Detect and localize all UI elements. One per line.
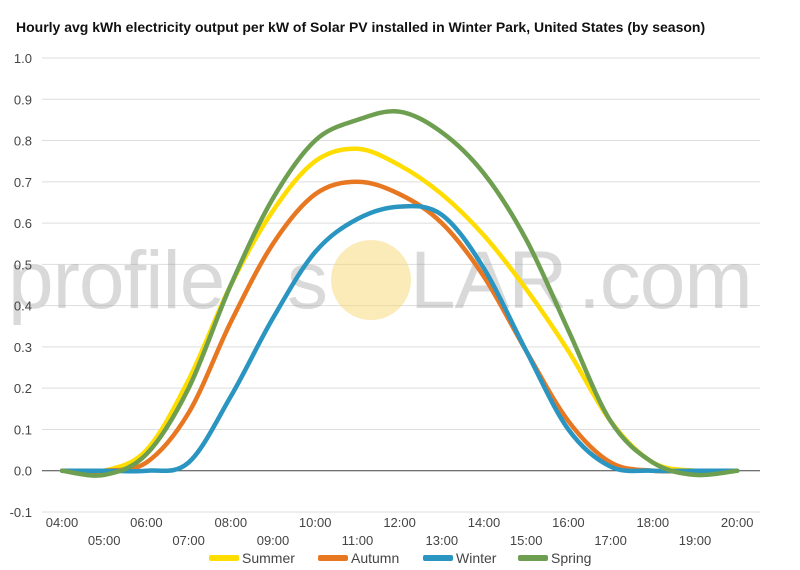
x-tick-label: 07:00 xyxy=(172,533,205,548)
chart-title: Hourly avg kWh electricity output per kW… xyxy=(16,19,706,35)
x-tick-label: 14:00 xyxy=(468,515,501,530)
x-axis-tick-labels: 04:00 05:00 06:00 07:00 08:00 09:00 10:00 11:00… xyxy=(46,515,754,548)
y-tick-label: 0.6 xyxy=(14,216,32,231)
x-tick-label: 10:00 xyxy=(299,515,332,530)
legend-swatch-winter xyxy=(423,555,453,561)
grid-lines xyxy=(42,57,760,513)
x-tick-label: 04:00 xyxy=(46,515,79,530)
legend-swatch-autumn xyxy=(318,555,348,561)
legend-label-summer: Summer xyxy=(242,550,295,566)
profilesolar-watermark: profile s LAR .com xyxy=(8,235,753,326)
series-line-autumn xyxy=(59,179,740,474)
y-axis-tick-labels: -0.1 0.0 0.1 0.2 0.3 0.4 0.5 0.6 0.7 0.8 0.9 1.0 xyxy=(10,51,32,520)
watermark-text-suffix: .com xyxy=(578,235,752,326)
y-tick-label: -0.1 xyxy=(10,505,32,520)
y-tick-label: 0.9 xyxy=(14,92,32,107)
y-tick-label: 0.3 xyxy=(14,340,32,355)
legend-label-spring: Spring xyxy=(551,550,591,566)
x-tick-label: 06:00 xyxy=(130,515,163,530)
x-tick-label: 11:00 xyxy=(342,533,374,548)
x-tick-label: 17:00 xyxy=(594,533,627,548)
series-lines xyxy=(59,109,740,478)
legend-swatch-summer xyxy=(209,555,239,561)
y-tick-label: 1.0 xyxy=(14,51,32,66)
legend: Summer Autumn Winter Spring xyxy=(209,550,591,566)
y-tick-label: 0.5 xyxy=(14,257,32,272)
watermark-sun-icon xyxy=(331,240,411,320)
x-tick-label: 09:00 xyxy=(257,533,290,548)
y-tick-label: 0.4 xyxy=(14,299,32,314)
legend-label-winter: Winter xyxy=(456,550,497,566)
x-tick-label: 08:00 xyxy=(215,515,248,530)
x-tick-label: 19:00 xyxy=(679,533,712,548)
legend-label-autumn: Autumn xyxy=(351,550,399,566)
x-tick-label: 18:00 xyxy=(637,515,670,530)
x-tick-label: 13:00 xyxy=(426,533,459,548)
y-tick-label: 0.1 xyxy=(14,422,32,437)
y-tick-label: 0.2 xyxy=(14,381,32,396)
x-tick-label: 15:00 xyxy=(510,533,543,548)
y-tick-label: 0.0 xyxy=(14,464,32,479)
x-tick-label: 12:00 xyxy=(383,515,416,530)
y-tick-label: 0.8 xyxy=(14,134,32,149)
x-tick-label: 16:00 xyxy=(552,515,585,530)
y-tick-label: 0.7 xyxy=(14,175,32,190)
series-line-winter xyxy=(59,203,740,474)
x-tick-label: 05:00 xyxy=(88,533,121,548)
x-tick-label: 20:00 xyxy=(721,515,754,530)
series-line-spring xyxy=(59,109,740,478)
legend-swatch-spring xyxy=(518,555,548,561)
watermark-text-prefix: profile xyxy=(8,235,224,326)
